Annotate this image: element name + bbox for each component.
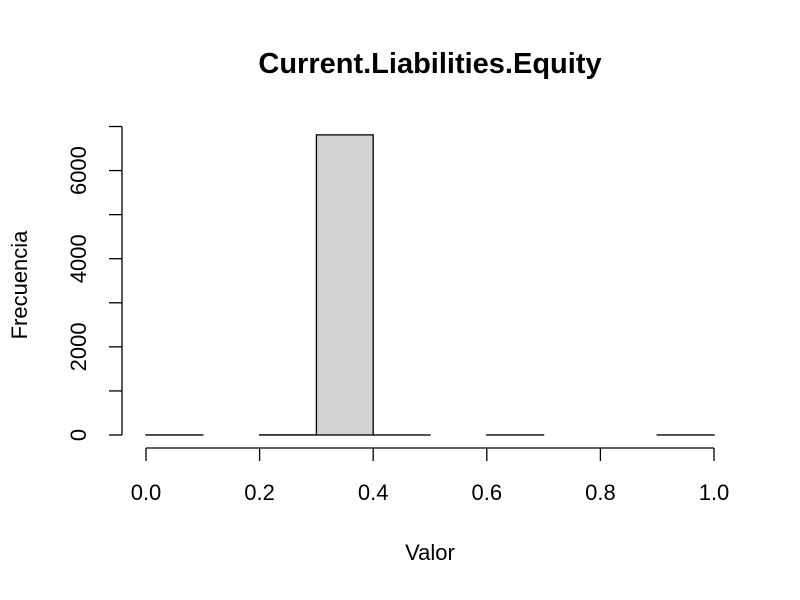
x-tick-label: 1.0 bbox=[699, 480, 730, 505]
y-tick-label: 2000 bbox=[66, 322, 91, 371]
chart-title: Current.Liabilities.Equity bbox=[258, 48, 601, 80]
histogram-bar bbox=[315, 134, 374, 436]
x-tick-label: 0.8 bbox=[585, 480, 616, 505]
x-tick-label: 0.6 bbox=[472, 480, 503, 505]
y-tick-label: 6000 bbox=[66, 146, 91, 195]
x-axis: 0.0 0.2 0.4 0.6 0.8 1.0 bbox=[131, 447, 730, 505]
y-axis: 0 2000 4000 6000 bbox=[66, 125, 123, 441]
x-tick-label: 0.0 bbox=[131, 480, 162, 505]
y-axis-label: Frecuencia bbox=[7, 230, 32, 340]
y-tick-label: 0 bbox=[66, 429, 91, 441]
x-tick-label: 0.2 bbox=[244, 480, 275, 505]
x-tick-label: 0.4 bbox=[358, 480, 389, 505]
y-tick-label: 4000 bbox=[66, 234, 91, 283]
bars-group bbox=[145, 134, 715, 436]
x-axis-label: Valor bbox=[405, 540, 455, 565]
